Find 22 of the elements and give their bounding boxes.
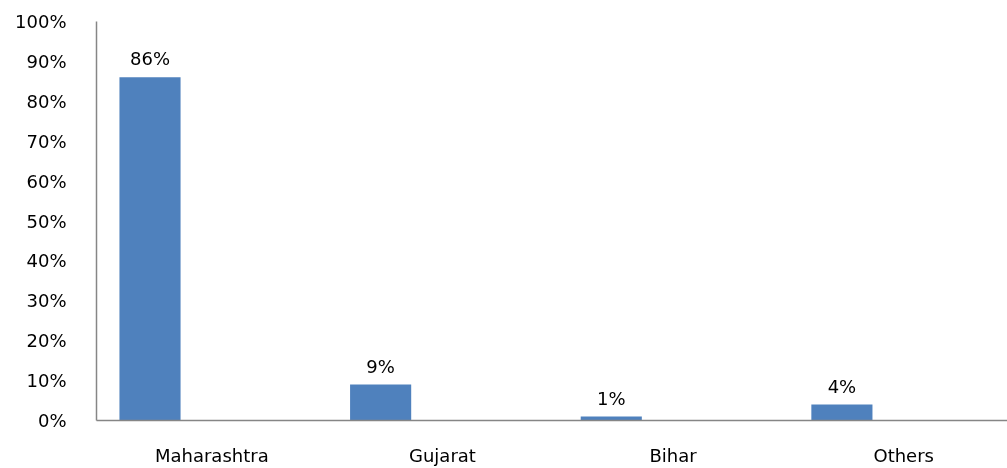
- y-tick-label: 30%: [26, 290, 67, 312]
- y-tick-label: 20%: [26, 330, 67, 352]
- y-tick-label: 0%: [37, 410, 67, 431]
- y-tick-label: 50%: [26, 210, 67, 232]
- y-tick-label: 80%: [26, 90, 67, 112]
- y-tick-label: 90%: [26, 50, 67, 72]
- x-tick-label: Gujarat: [409, 444, 476, 466]
- x-tick-label: Maharashtra: [154, 444, 269, 466]
- y-tick-label: 40%: [26, 250, 67, 272]
- y-tick-label: 60%: [26, 170, 67, 192]
- data-label: 86%: [130, 48, 171, 70]
- data-label: 1%: [596, 387, 626, 409]
- bar: [119, 77, 181, 421]
- data-label: 9%: [366, 355, 395, 377]
- bar: [811, 404, 873, 421]
- x-tick-label: Bihar: [649, 444, 698, 466]
- y-tick-label: 10%: [26, 370, 67, 392]
- bar: [350, 384, 412, 421]
- data-label: 4%: [827, 375, 857, 397]
- x-tick-label: Others: [873, 444, 934, 466]
- y-tick-label: 70%: [26, 130, 67, 152]
- y-tick-label: 100%: [15, 11, 67, 32]
